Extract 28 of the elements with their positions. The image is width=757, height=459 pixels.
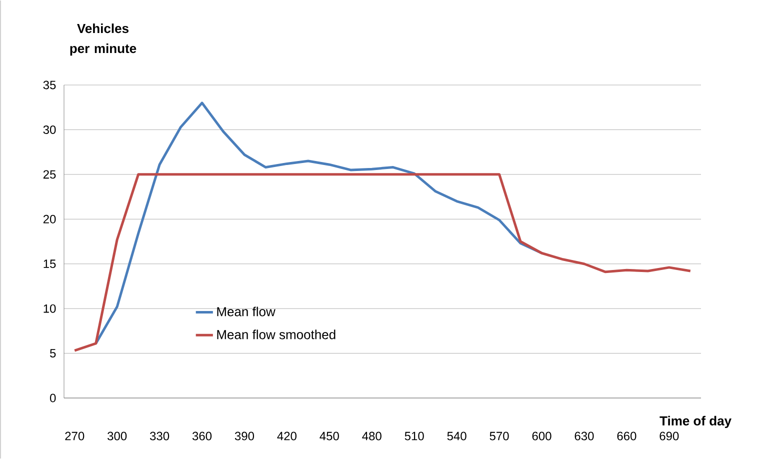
y-tick-label: 35 [43, 80, 56, 90]
y-tick-label: 0 [50, 394, 56, 402]
x-tick-label: 600 [532, 432, 552, 440]
x-tick-label: 660 [617, 432, 636, 440]
y-tick-label: 10 [44, 304, 56, 313]
x-tick-label: 330 [150, 432, 170, 440]
x-tick-label: 420 [277, 432, 296, 440]
legend-label: Mean flow [217, 306, 276, 316]
x-tick-label: 540 [447, 432, 466, 440]
y-tick-label: 20 [43, 214, 56, 224]
x-tick-label: 480 [362, 432, 382, 440]
x-tick-label: 390 [234, 432, 254, 440]
y-tick-label: 30 [43, 125, 56, 134]
y-tick-label: 5 [50, 349, 56, 358]
x-tick-label: 270 [65, 432, 84, 440]
x-tick-label: 300 [108, 432, 127, 440]
y-tick-label: 15 [44, 260, 56, 268]
y-axis-title: Vehicles per minute [70, 24, 136, 56]
x-tick-label: 450 [320, 432, 339, 440]
x-tick-label: 510 [404, 432, 424, 440]
line-series [94, 102, 544, 345]
legend-label: Mean flow smoothed [217, 330, 336, 340]
x-tick-label: 360 [192, 432, 212, 440]
x-tick-label: 690 [660, 432, 679, 440]
x-tick-label: 630 [574, 432, 594, 440]
x-tick-label: 570 [490, 432, 509, 440]
x-axis-title: Time of day [660, 416, 732, 428]
y-tick-label: 25 [43, 170, 56, 179]
